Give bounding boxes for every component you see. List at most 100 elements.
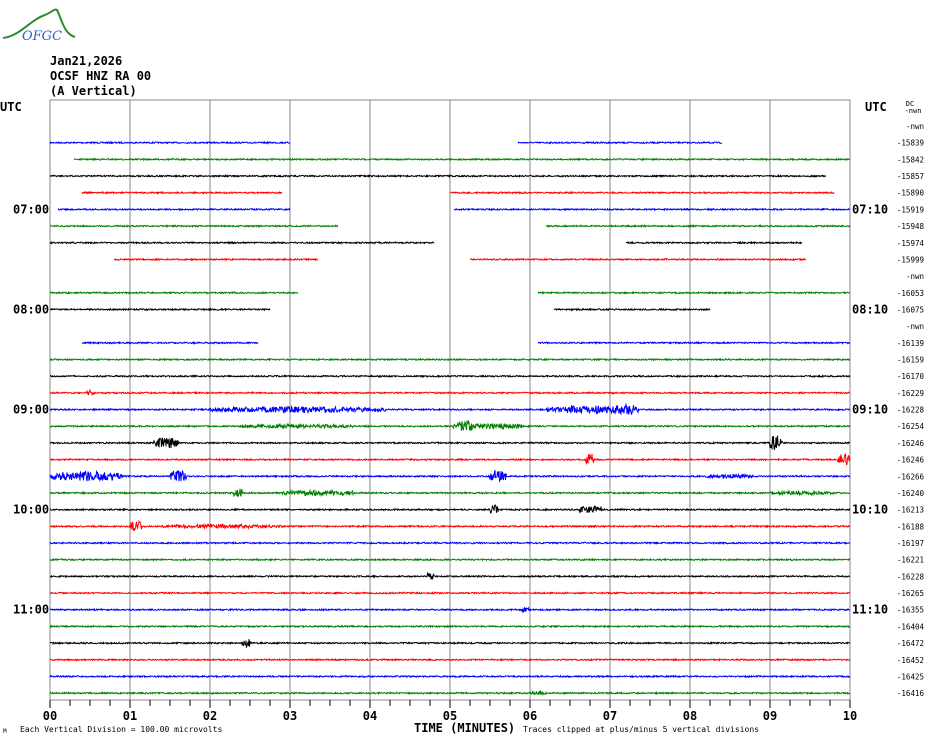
dc-offset-label: -16228 [897, 572, 925, 581]
seismic-trace [49, 689, 851, 697]
x-tick-label: 02 [203, 709, 217, 723]
dc-offset-label: -15974 [897, 239, 925, 248]
x-tick-label: 05 [443, 709, 457, 723]
dc-offset-label: -nwn [906, 272, 924, 281]
dc-offset-label: -16197 [897, 539, 924, 548]
seismic-trace [49, 540, 851, 546]
dc-offset-label: -15842 [897, 155, 924, 164]
seismic-trace [49, 469, 851, 483]
svg-text:OFGC: OFGC [22, 29, 62, 44]
x-axis-title: TIME (MINUTES) [414, 721, 516, 735]
dc-header-unit: -nwn [905, 107, 922, 115]
seismic-trace [449, 190, 835, 195]
seismic-trace [113, 257, 319, 262]
dc-offset-label: -16228 [897, 406, 925, 415]
seismic-trace [49, 140, 290, 145]
seismic-trace [49, 624, 851, 629]
seismic-trace [453, 207, 851, 212]
left-hour-label: 08:00 [13, 302, 49, 316]
dc-offset-label: -nwn [906, 322, 924, 331]
left-hour-label: 11:00 [13, 603, 49, 617]
seismic-trace [553, 307, 711, 312]
dc-offset-label: -16265 [897, 589, 924, 598]
seismic-trace [81, 340, 259, 345]
dc-offset-label: -15839 [897, 139, 924, 148]
dc-offset-label: -15999 [897, 255, 924, 264]
left-axis-title: UTC [0, 100, 22, 114]
dc-offset-label: -16452 [897, 656, 924, 665]
x-tick-label: 06 [523, 709, 537, 723]
x-tick-label: 00 [43, 709, 57, 723]
dc-offset-label: -16425 [897, 672, 924, 681]
seismic-trace [49, 519, 851, 531]
component-label: (A Vertical) [50, 84, 137, 98]
dc-offset-label: -16159 [897, 356, 924, 365]
seismic-trace [49, 591, 851, 596]
seismic-trace [545, 224, 851, 229]
seismic-trace [49, 435, 851, 451]
x-tick-label: 04 [363, 709, 377, 723]
dc-offset-label: -16075 [897, 305, 924, 314]
right-hour-label: 10:10 [852, 503, 888, 517]
station-label: OCSF HNZ RA 00 [50, 69, 152, 83]
x-tick-label: 09 [763, 709, 777, 723]
left-hour-label: 10:00 [13, 503, 49, 517]
clip-note: Traces clipped at plus/minus 5 vertical … [523, 725, 760, 734]
seismic-trace [469, 257, 807, 262]
seismic-trace [517, 140, 723, 145]
dc-offset-label: -16404 [897, 622, 925, 631]
dc-offset-label: -nwn [906, 122, 924, 131]
dc-offset-label: -16240 [897, 489, 925, 498]
left-hour-label: 09:00 [13, 403, 49, 417]
seismic-trace [49, 557, 851, 562]
seismic-trace [49, 290, 299, 295]
x-tick-label: 10 [843, 709, 857, 723]
x-tick-label: 08 [683, 709, 697, 723]
right-axis-title: UTC [865, 100, 887, 114]
x-tick-label: 07 [603, 709, 617, 723]
seismic-trace [49, 606, 851, 613]
seismic-trace [50, 571, 850, 580]
seismic-trace [49, 419, 851, 431]
dc-offset-label: -16254 [897, 422, 925, 431]
seismic-trace [81, 190, 283, 195]
seismic-trace [50, 639, 851, 648]
dc-offset-label: -16053 [897, 289, 924, 298]
right-hour-label: 08:10 [852, 302, 888, 316]
right-hour-label: 09:10 [852, 403, 888, 417]
dc-offset-label: -16221 [897, 556, 924, 565]
dc-offset-label: -16246 [897, 439, 925, 448]
seismic-trace [537, 340, 851, 345]
dc-offset-label: -16416 [897, 689, 925, 698]
seismic-trace [49, 173, 827, 179]
x-tick-label: 03 [283, 709, 297, 723]
seismic-trace [537, 290, 851, 295]
seismic-trace [49, 357, 851, 362]
dc-offset-label: -16188 [897, 522, 925, 531]
dc-offset-label: -16213 [897, 506, 924, 515]
dc-offset-label: -16246 [897, 456, 925, 465]
seismic-trace [57, 207, 291, 212]
right-hour-label: 07:10 [852, 202, 888, 216]
dc-offset-label: -16266 [897, 472, 925, 481]
seismic-trace [625, 240, 803, 245]
seismic-trace [49, 402, 851, 416]
dc-offset-label: -16472 [897, 639, 924, 648]
seismic-trace [73, 157, 851, 162]
dc-offset-label: -16355 [897, 606, 924, 615]
dc-offset-label: -15948 [897, 222, 925, 231]
dc-offset-label: -16170 [897, 372, 925, 381]
seismic-trace [49, 453, 851, 466]
dc-offset-label: -15919 [897, 205, 924, 214]
seismic-trace [50, 657, 851, 662]
seismic-trace [49, 674, 851, 679]
seismic-trace [49, 488, 851, 498]
seismic-trace [49, 504, 851, 514]
date-label: Jan21,2026 [50, 54, 123, 68]
seismic-trace [50, 240, 435, 245]
seismic-trace [50, 374, 851, 379]
scale-note: Each Vertical Division = 100.00 microvol… [20, 725, 223, 734]
dc-offset-label: -15890 [897, 189, 925, 198]
corner-mark: M [3, 728, 7, 735]
